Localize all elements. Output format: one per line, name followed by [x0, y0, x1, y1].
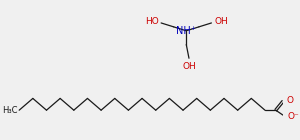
Text: O⁻: O⁻	[287, 112, 299, 121]
Text: O: O	[286, 96, 293, 105]
Text: OH: OH	[183, 62, 197, 71]
Text: NH⁺: NH⁺	[176, 26, 196, 36]
Text: OH: OH	[214, 18, 228, 26]
Text: HO: HO	[145, 18, 158, 26]
Text: H₃C: H₃C	[2, 106, 17, 115]
